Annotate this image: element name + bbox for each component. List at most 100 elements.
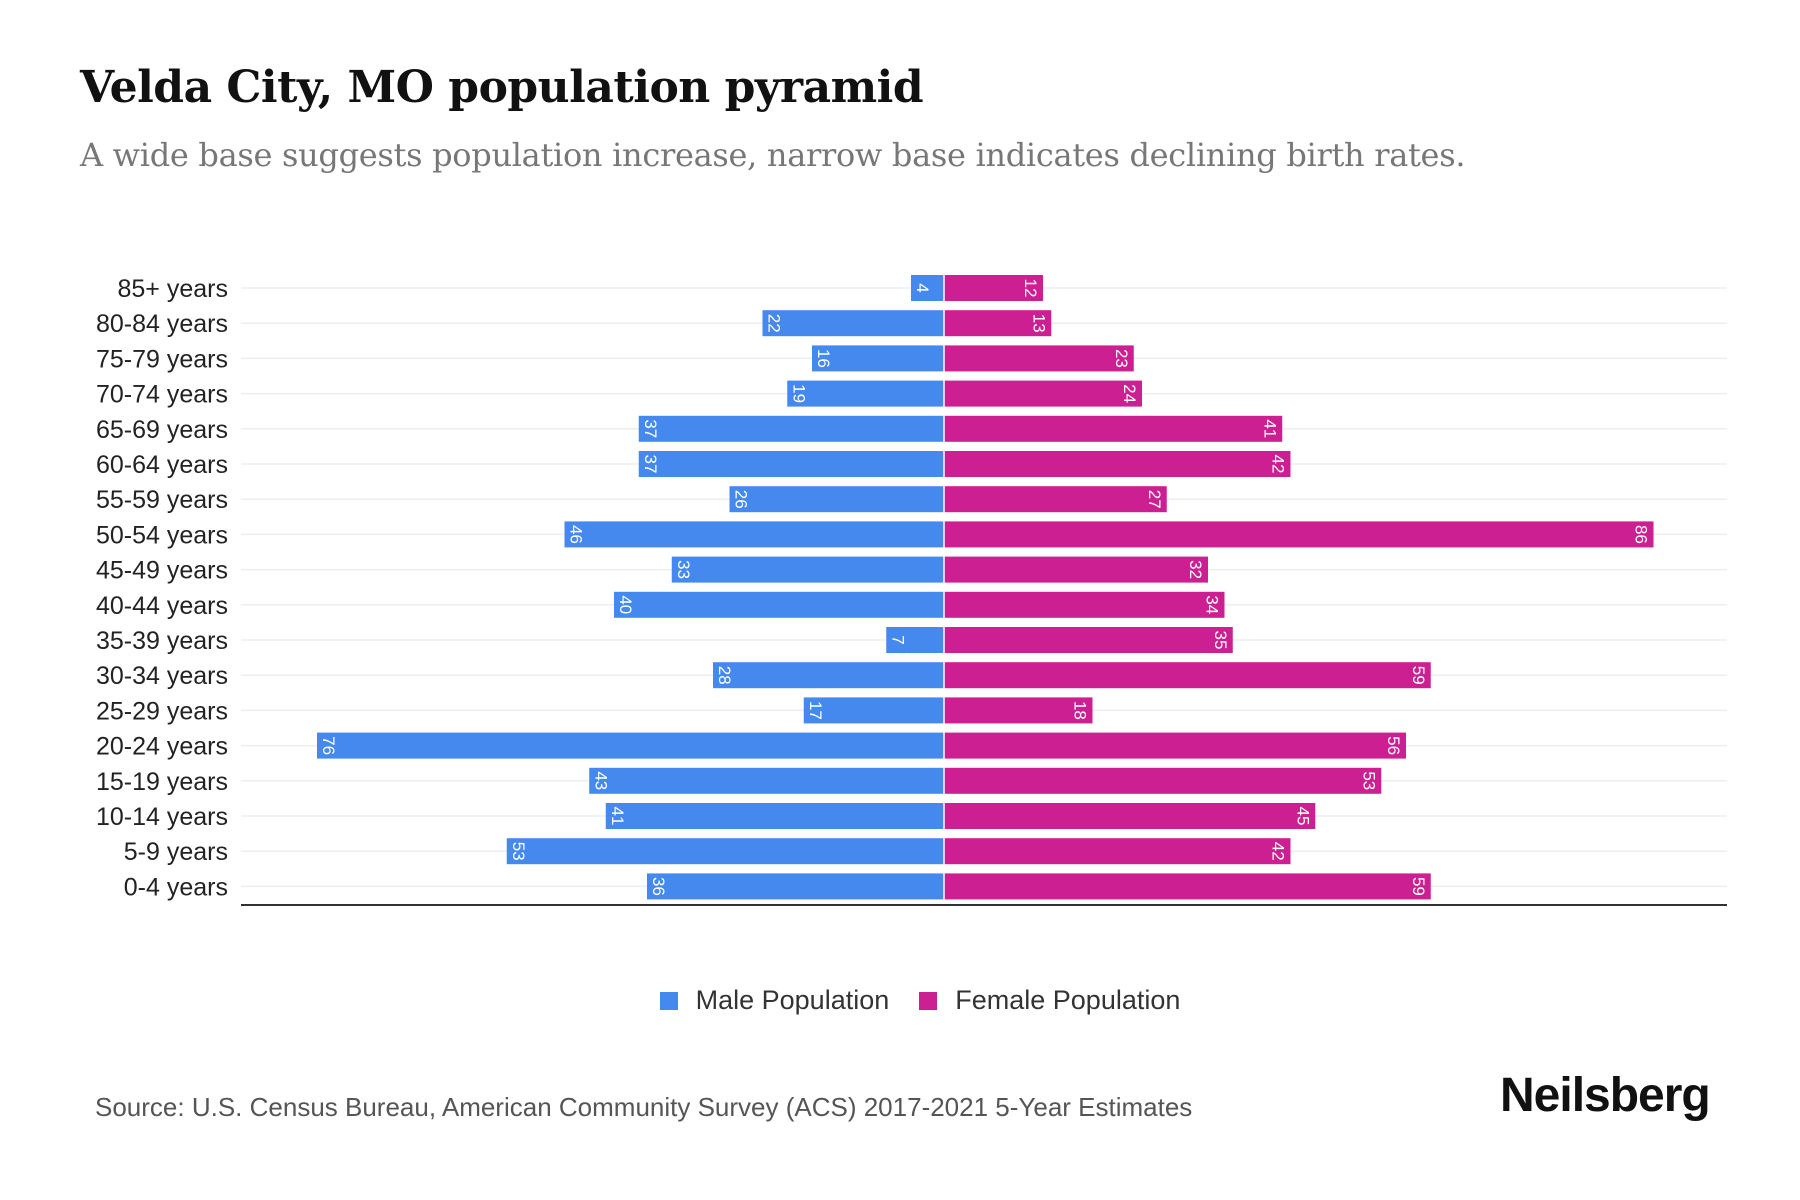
data-label-male: 46	[567, 525, 586, 544]
bar-female	[944, 380, 1142, 407]
data-label-male: 4	[913, 283, 932, 292]
category-label: 0-4 years	[124, 873, 228, 901]
legend-label-female: Female Population	[955, 985, 1181, 1015]
data-label-male: 40	[616, 595, 635, 614]
bar-female	[944, 767, 1382, 794]
bar-male	[787, 380, 944, 407]
bar-male	[762, 310, 944, 337]
category-label: 50-54 years	[96, 521, 228, 549]
category-label: 70-74 years	[96, 381, 228, 409]
data-label-male: 33	[674, 560, 693, 579]
data-label-female: 59	[1409, 666, 1428, 685]
bar-female	[944, 591, 1225, 618]
bar-male	[589, 767, 944, 794]
category-label: 30-34 years	[96, 662, 228, 690]
category-label: 10-14 years	[96, 803, 228, 831]
category-label: 20-24 years	[96, 733, 228, 761]
category-label: 25-29 years	[96, 697, 228, 725]
chart-subtitle: A wide base suggests population increase…	[80, 136, 1466, 174]
bar-male	[647, 873, 944, 900]
bar-female	[944, 838, 1291, 865]
category-label: 85+ years	[118, 275, 229, 303]
category-label: 65-69 years	[96, 416, 228, 444]
data-label-female: 86	[1632, 525, 1651, 544]
bar-female	[944, 662, 1431, 689]
bar-female	[944, 732, 1406, 759]
category-label: 35-39 years	[96, 627, 228, 655]
data-label-male: 26	[732, 490, 751, 509]
data-label-male: 36	[649, 877, 668, 896]
data-label-male: 19	[789, 384, 808, 403]
data-label-female: 42	[1269, 455, 1288, 474]
bar-male	[911, 275, 944, 301]
bar-female	[944, 310, 1052, 337]
data-label-male: 41	[608, 807, 627, 826]
category-label: 60-64 years	[96, 451, 228, 479]
bar-male	[638, 415, 944, 442]
data-label-male: 28	[715, 666, 734, 685]
legend: Male Population Female Population	[0, 985, 1800, 1016]
chart-title: Velda City, MO population pyramid	[80, 62, 924, 113]
data-label-female: 42	[1269, 842, 1288, 861]
bar-female	[944, 275, 1043, 301]
legend-item-male[interactable]: Male Population	[659, 985, 890, 1016]
pyramid-chart: 85+ years 4 12 80-84 years 22 13 75-79 years 16…	[96, 275, 1727, 906]
bar-female	[944, 873, 1431, 900]
bar-male	[317, 732, 944, 759]
data-label-male: 22	[765, 314, 784, 333]
data-label-female: 41	[1260, 419, 1279, 438]
bar-male	[886, 627, 944, 653]
data-label-female: 27	[1145, 490, 1164, 509]
data-label-female: 12	[1021, 279, 1040, 298]
category-label: 40-44 years	[96, 592, 228, 620]
data-label-male: 43	[591, 771, 610, 790]
bar-female	[944, 345, 1134, 372]
bar-female	[944, 451, 1291, 477]
category-label: 75-79 years	[96, 345, 228, 373]
legend-item-female[interactable]: Female Population	[919, 985, 1180, 1016]
data-label-male: 53	[509, 842, 528, 861]
data-label-female: 32	[1186, 560, 1205, 579]
legend-label-male: Male Population	[695, 985, 890, 1015]
bar-female	[944, 556, 1208, 583]
category-label: 5-9 years	[124, 838, 228, 866]
bar-male	[506, 838, 944, 865]
bar-male	[729, 486, 944, 513]
data-label-male: 76	[319, 736, 338, 755]
data-label-male: 37	[641, 419, 660, 438]
data-label-male: 7	[888, 635, 907, 644]
category-label: 15-19 years	[96, 768, 228, 796]
legend-swatch-male	[659, 991, 678, 1010]
bar-male	[614, 591, 944, 618]
brand-logo: Neilsberg	[1500, 1069, 1711, 1122]
source-note: Source: U.S. Census Bureau, American Com…	[95, 1092, 1193, 1122]
bar-male	[638, 451, 944, 477]
bar-female	[944, 697, 1093, 724]
bar-male	[564, 521, 944, 548]
bar-male	[605, 803, 944, 829]
data-label-female: 18	[1071, 701, 1090, 720]
data-label-male: 16	[814, 349, 833, 368]
bar-female	[944, 521, 1654, 548]
bar-female	[944, 415, 1283, 442]
data-label-male: 17	[806, 701, 825, 720]
bar-female	[944, 486, 1167, 513]
data-label-female: 24	[1120, 384, 1139, 403]
bar-female	[944, 803, 1316, 829]
data-label-female: 13	[1029, 314, 1048, 333]
data-label-female: 35	[1211, 631, 1230, 650]
bar-male	[713, 662, 944, 689]
bar-male	[803, 697, 944, 724]
bar-female	[944, 627, 1233, 653]
data-label-female: 59	[1409, 877, 1428, 896]
data-label-female: 56	[1384, 736, 1403, 755]
legend-swatch-female	[919, 991, 938, 1010]
category-label: 80-84 years	[96, 310, 228, 338]
data-label-female: 23	[1112, 349, 1131, 368]
data-label-female: 34	[1203, 595, 1222, 614]
data-label-female: 53	[1359, 771, 1378, 790]
bar-male	[671, 556, 944, 583]
data-label-male: 37	[641, 455, 660, 474]
category-label: 55-59 years	[96, 486, 228, 514]
bar-male	[812, 345, 944, 372]
